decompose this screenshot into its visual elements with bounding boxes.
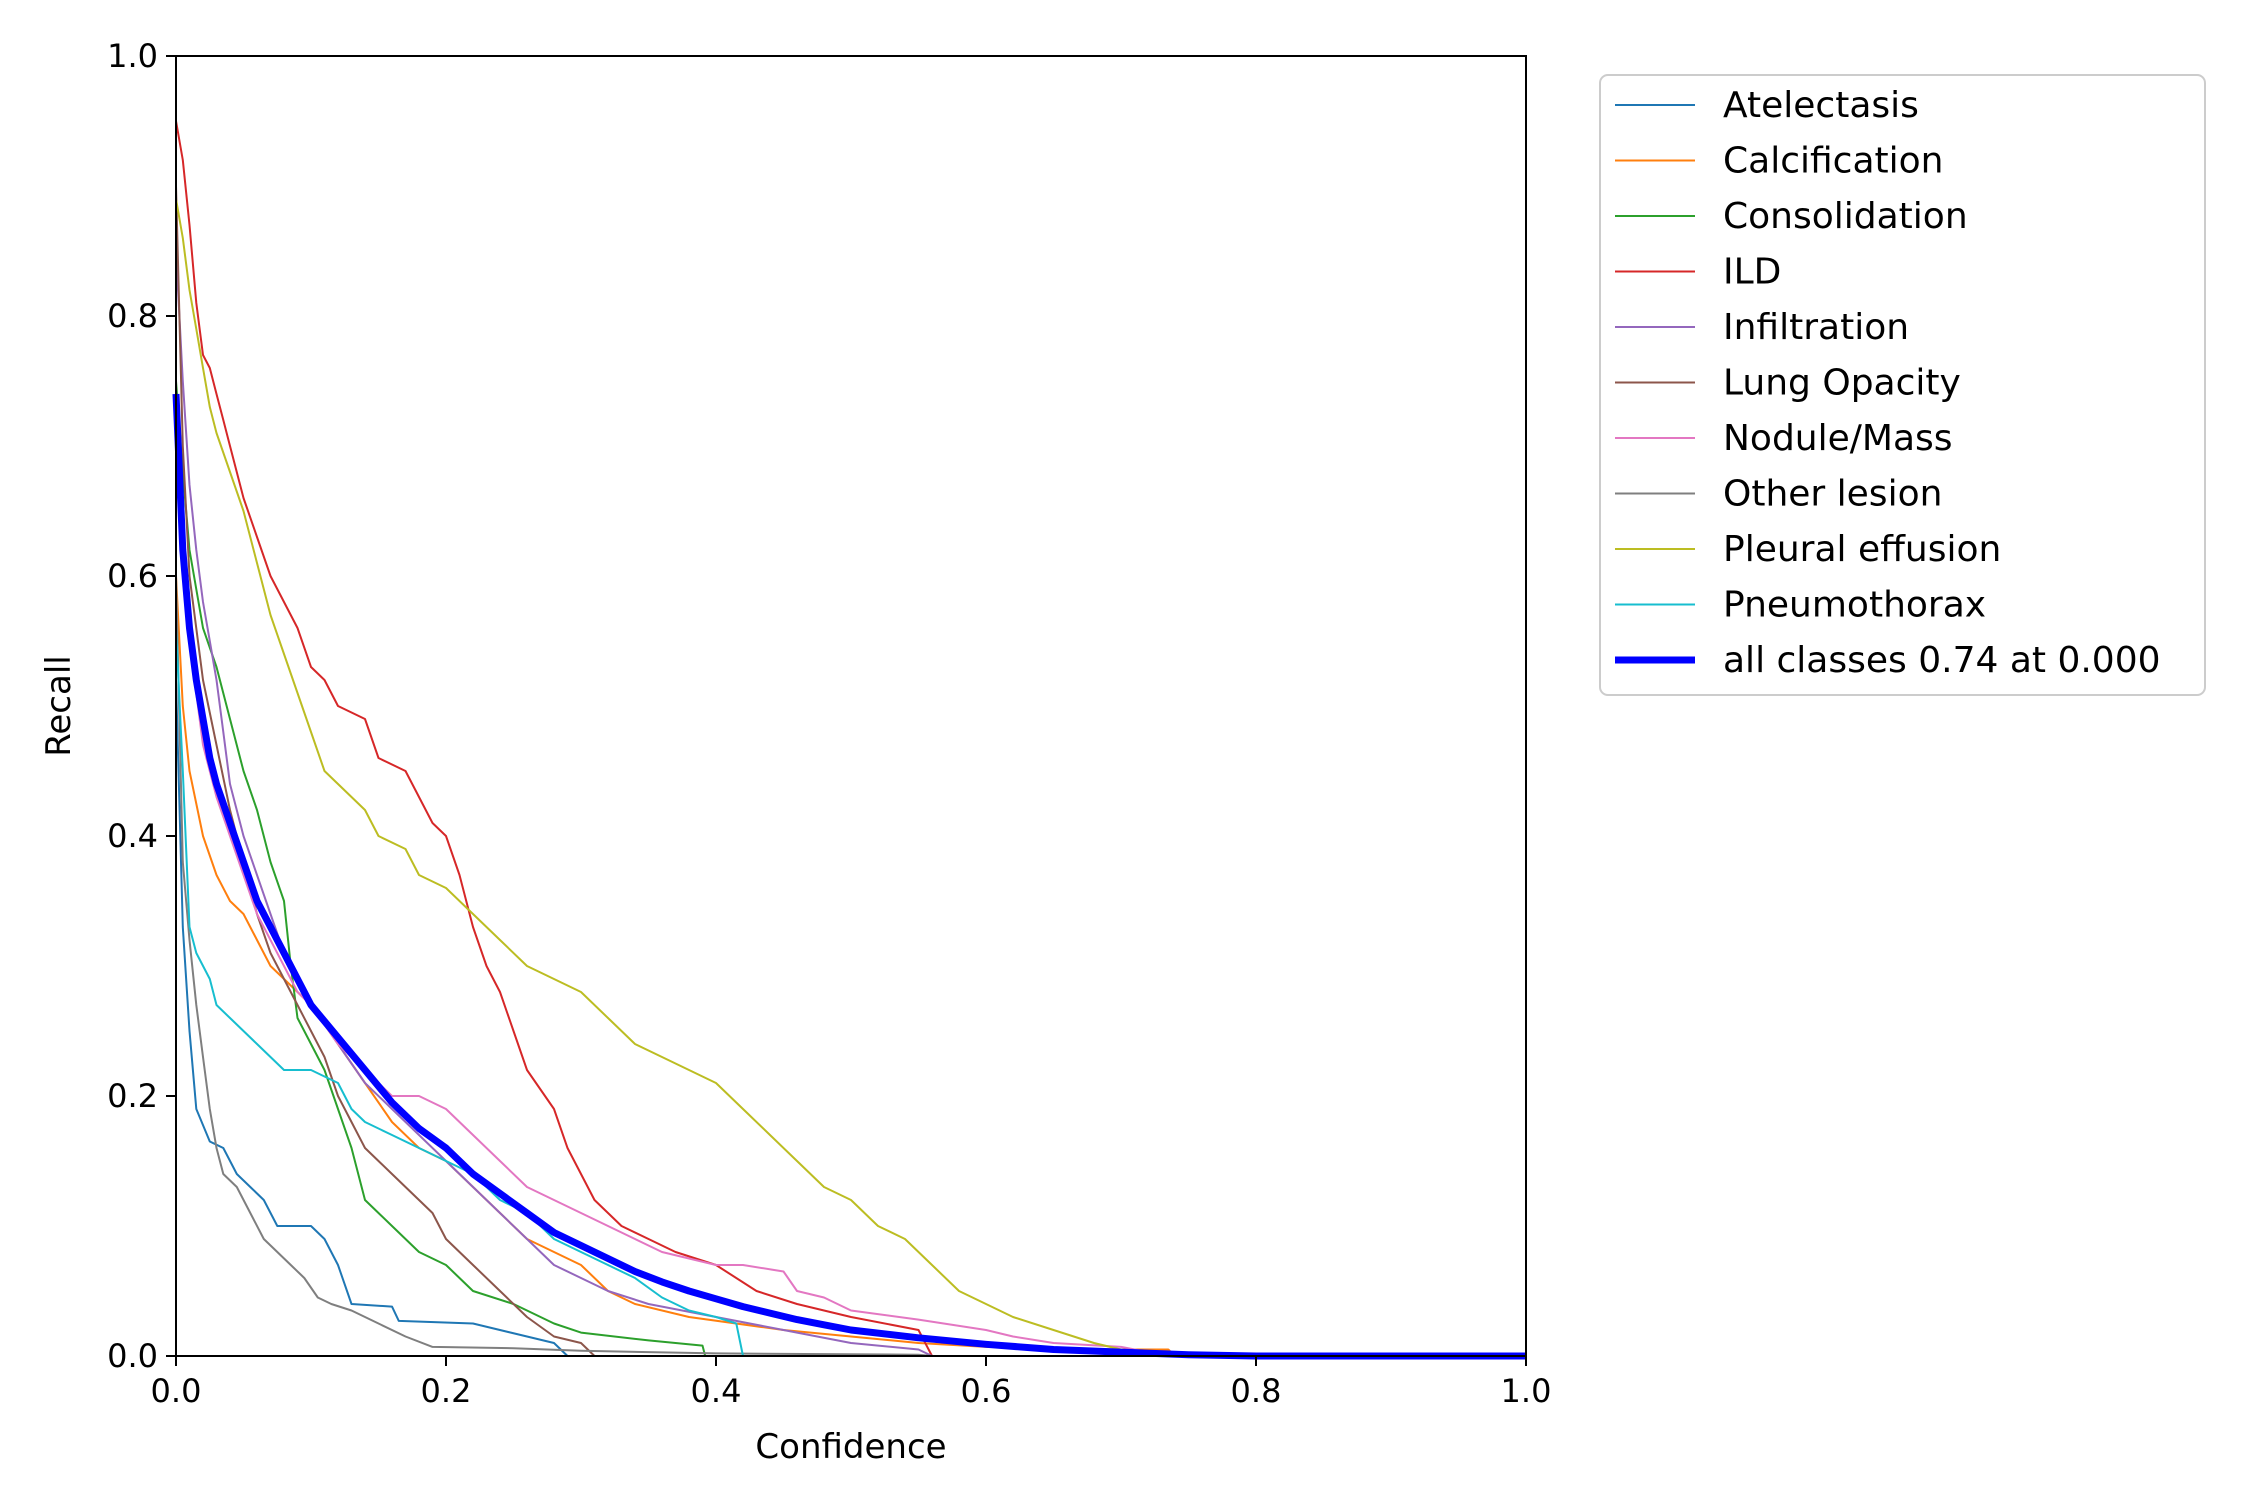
- x-tick-label: 0.6: [961, 1372, 1012, 1410]
- y-tick-label: 0.6: [107, 557, 158, 595]
- y-axis: 0.0 0.2 0.4 0.6 0.8 1.0: [107, 37, 176, 1375]
- y-tick-label: 0.0: [107, 1337, 158, 1375]
- legend-label: Atelectasis: [1723, 85, 1919, 126]
- series-line-consolidation: [175, 380, 1526, 1357]
- y-tick-label: 0.4: [107, 817, 158, 855]
- series-line-all-classes-0-74-at-0-000: [172, 393, 1526, 1360]
- series-line-other-lesion: [175, 575, 1526, 1357]
- legend-label: Calcification: [1723, 141, 1943, 182]
- legend: Atelectasis Calcification Consolidation ILD…: [1599, 74, 2206, 696]
- series-line-nodule-mass: [175, 445, 1526, 1357]
- legend-label: Lung Opacity: [1723, 363, 1961, 404]
- series-line-pleural-effusion: [175, 198, 1526, 1357]
- legend-label: Nodule/Mass: [1723, 418, 1953, 459]
- series-line-atelectasis: [175, 679, 1526, 1357]
- x-tick-label: 0.2: [421, 1372, 472, 1410]
- legend-label: all classes 0.74 at 0.000: [1723, 640, 2161, 681]
- y-axis-label: Recall: [39, 655, 79, 756]
- legend-label: Pneumothorax: [1723, 585, 1986, 626]
- plot-frame: [175, 55, 1527, 1357]
- legend-box: [1599, 74, 2206, 696]
- series-layer: [172, 120, 1526, 1360]
- x-axis: 0.0 0.2 0.4 0.6 0.8 1.0: [151, 1356, 1552, 1410]
- legend-label: Infiltration: [1723, 307, 1909, 348]
- x-tick-label: 1.0: [1501, 1372, 1552, 1410]
- legend-label: Pleural effusion: [1723, 529, 2001, 570]
- x-axis-label: Confidence: [755, 1427, 946, 1467]
- series-line-pneumothorax: [175, 627, 1526, 1357]
- legend-label: Consolidation: [1723, 196, 1968, 237]
- series-line-lung-opacity: [175, 185, 1526, 1357]
- y-tick-label: 0.8: [107, 297, 158, 335]
- series-line-ild: [175, 120, 1526, 1357]
- x-tick-label: 0.8: [1231, 1372, 1282, 1410]
- series-line-infiltration: [175, 250, 1526, 1357]
- y-tick-label: 1.0: [107, 37, 158, 75]
- x-tick-label: 0.4: [691, 1372, 742, 1410]
- legend-label: Other lesion: [1723, 474, 1942, 515]
- x-tick-label: 0.0: [151, 1372, 202, 1410]
- legend-label: ILD: [1723, 252, 1781, 293]
- y-tick-label: 0.2: [107, 1077, 158, 1115]
